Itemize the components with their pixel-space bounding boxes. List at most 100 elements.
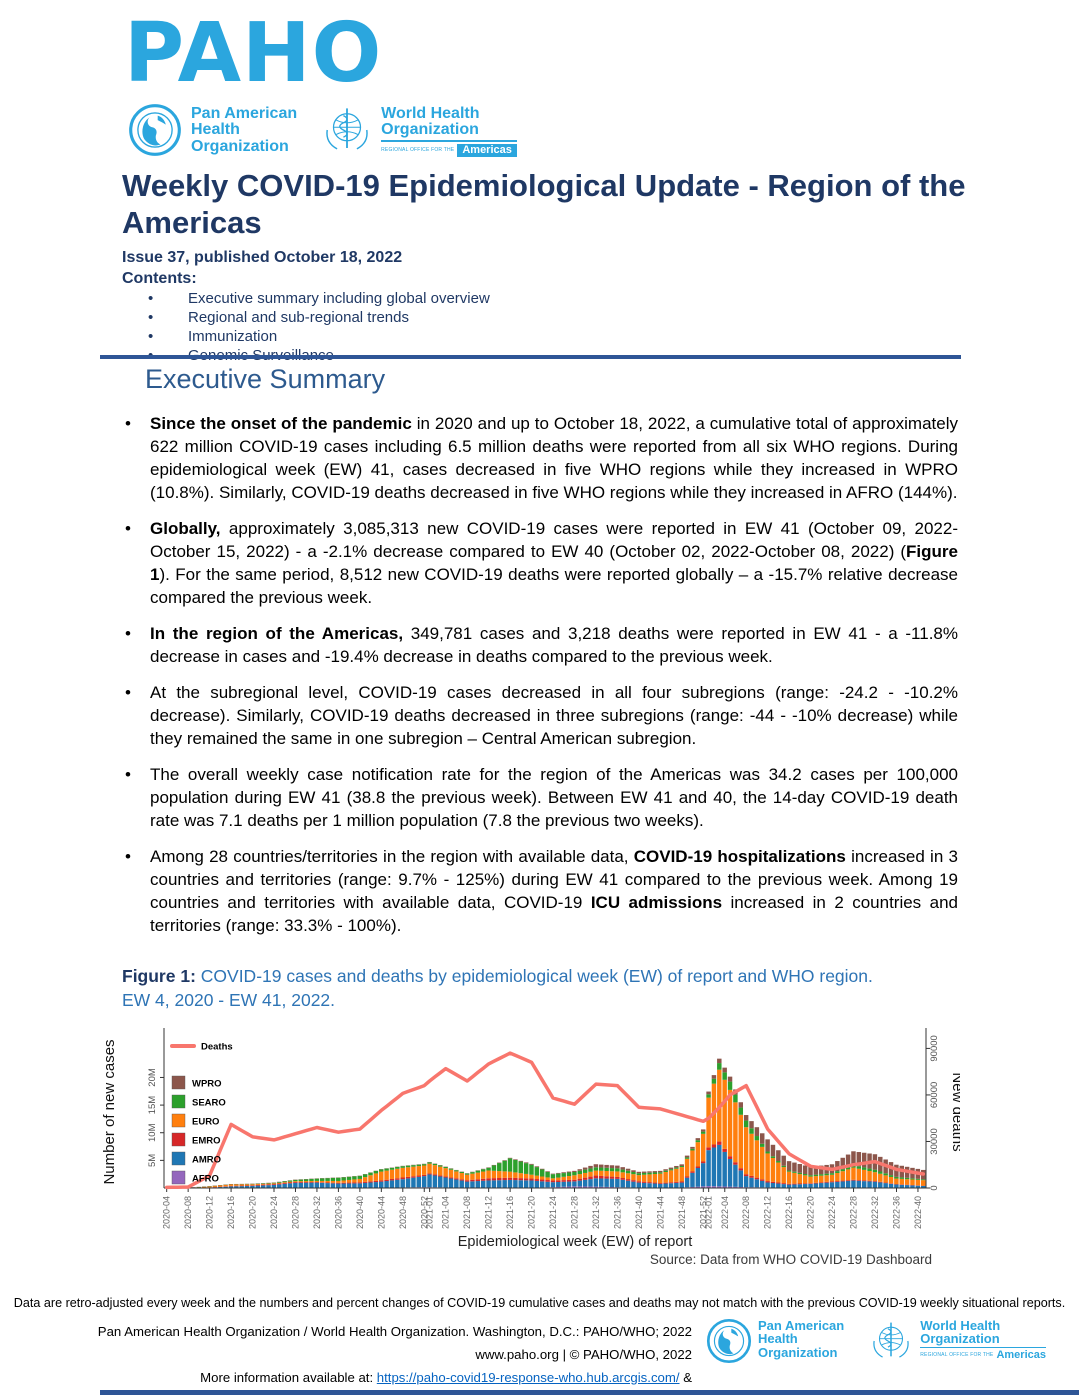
who-region-label: Americas (457, 143, 517, 158)
stacked-bars (164, 1058, 926, 1189)
svg-text:2021-08: 2021-08 (462, 1196, 472, 1229)
svg-text:2021-44: 2021-44 (655, 1196, 665, 1229)
svg-text:2021-32: 2021-32 (591, 1196, 601, 1229)
svg-text:2020-24: 2020-24 (269, 1196, 279, 1229)
svg-text:2022-08: 2022-08 (741, 1196, 751, 1229)
figure-caption-text: COVID-19 cases and deaths by epidemiolog… (122, 966, 873, 1010)
summary-bullet: The overall weekly case notification rat… (122, 763, 958, 832)
figure-caption: Figure 1: COVID-19 cases and deaths by e… (122, 964, 882, 1012)
svg-text:2022-12: 2022-12 (763, 1196, 773, 1229)
svg-text:2020-08: 2020-08 (183, 1196, 193, 1229)
summary-bullet: Since the onset of the pandemic in 2020 … (122, 412, 958, 504)
svg-text:2021-04: 2021-04 (441, 1196, 451, 1229)
svg-text:2022-40: 2022-40 (913, 1196, 923, 1229)
who-org-name: World Health Organization REGIONAL OFFIC… (920, 1318, 1046, 1361)
svg-text:2020-20: 2020-20 (248, 1196, 258, 1229)
arcgis-link[interactable]: https://paho-covid19-response-who.hub.ar… (376, 1370, 680, 1385)
svg-text:Deaths: Deaths (201, 1042, 233, 1053)
chart-source: Source: Data from WHO COVID-19 Dashboard (649, 1252, 932, 1267)
svg-text:2022-32: 2022-32 (870, 1196, 880, 1229)
svg-text:30000: 30000 (929, 1128, 940, 1154)
paho-org-name: Pan American Health Organization (191, 105, 298, 155)
footer-disclaimer: Data are retro-adjusted every week and t… (13, 1296, 1066, 1310)
svg-text:0: 0 (929, 1185, 940, 1190)
svg-text:20M: 20M (147, 1068, 158, 1087)
paho-wordmark: PAHO (124, 6, 383, 101)
svg-text:Number of new cases: Number of new cases (101, 1039, 118, 1184)
footer-more-prefix: More information available at: (200, 1370, 377, 1385)
section-divider (100, 355, 961, 359)
org-logos: Pan American Health Organization World H… (128, 103, 517, 158)
svg-text:2020-12: 2020-12 (205, 1196, 215, 1229)
footer-paho-logo: Pan American Health Organization (706, 1318, 844, 1364)
bottom-bar (100, 1390, 1079, 1395)
svg-text:2021-24: 2021-24 (548, 1196, 558, 1229)
svg-text:AMRO: AMRO (192, 1155, 221, 1166)
svg-text:60000: 60000 (929, 1082, 940, 1108)
executive-summary-heading: Executive Summary (145, 364, 386, 394)
svg-text:90000: 90000 (929, 1035, 940, 1061)
svg-text:WPRO: WPRO (192, 1079, 222, 1090)
svg-text:Epidemiological week (EW) of r: Epidemiological week (EW) of report (458, 1234, 693, 1250)
svg-text:2020-44: 2020-44 (376, 1196, 386, 1229)
svg-text:2022-16: 2022-16 (784, 1196, 794, 1229)
who-office-label: REGIONAL OFFICE FOR THE (920, 1351, 994, 1358)
page-title: Weekly COVID-19 Epidemiological Update -… (122, 168, 966, 240)
contents-item: Executive summary including global overv… (148, 289, 490, 308)
deaths-line (164, 1051, 926, 1190)
contents-item: Regional and sub-regional trends (148, 308, 490, 327)
svg-text:2020-32: 2020-32 (312, 1196, 322, 1229)
svg-text:2020-36: 2020-36 (333, 1196, 343, 1229)
figure-label: Figure 1: (122, 966, 196, 986)
svg-text:2022-20: 2022-20 (806, 1196, 816, 1229)
figure1-svg: 5M 10M 15M 20M 0 30000 60000 90000 2020-04 2020-0… (101, 1028, 966, 1250)
svg-text:2020-16: 2020-16 (226, 1196, 236, 1229)
chart-legend: Deaths WPRO SEARO EURO EMRO AMRO AFRO (170, 1042, 233, 1185)
footer-logos: Pan American Health Organization World H… (706, 1318, 1046, 1364)
contents-list: Executive summary including global overv… (148, 289, 490, 365)
executive-summary-list: Since the onset of the pandemic in 2020 … (122, 412, 958, 950)
svg-text:2021-16: 2021-16 (505, 1196, 515, 1229)
svg-text:2022-36: 2022-36 (891, 1196, 901, 1229)
contents-label: Contents: (122, 270, 197, 287)
svg-text:5M: 5M (147, 1154, 158, 1167)
svg-text:EURO: EURO (192, 1117, 219, 1128)
svg-text:2021-48: 2021-48 (677, 1196, 687, 1229)
svg-text:New deaths: New deaths (949, 1072, 960, 1151)
summary-bullet: Among 28 countries/territories in the re… (122, 845, 958, 937)
who-org-name: World Health Organization REGIONAL OFFIC… (381, 103, 517, 158)
svg-text:2021-40: 2021-40 (634, 1196, 644, 1229)
who-emblem-icon (326, 108, 368, 150)
footer-citation-line2: www.paho.org | © PAHO/WHO, 2022 (475, 1347, 692, 1362)
svg-text:AFRO: AFRO (192, 1174, 219, 1185)
paho-org-name: Pan American Health Organization (758, 1318, 845, 1360)
svg-text:2020-28: 2020-28 (290, 1196, 300, 1229)
figure1-chart: 5M 10M 15M 20M 0 30000 60000 90000 2020-04 2020-0… (98, 1024, 966, 1256)
summary-bullet: Globally, approximately 3,085,313 new CO… (122, 517, 958, 609)
svg-text:2020-04: 2020-04 (162, 1196, 172, 1229)
summary-bullet: At the subregional level, COVID-19 cases… (122, 681, 958, 750)
svg-text:2022-28: 2022-28 (849, 1196, 859, 1229)
svg-text:SEARO: SEARO (192, 1098, 226, 1109)
svg-text:15M: 15M (147, 1096, 158, 1115)
footer-who-logo: World Health Organization REGIONAL OFFIC… (868, 1318, 1046, 1364)
contents-item: Immunization (148, 327, 490, 346)
svg-text:2021-01: 2021-01 (425, 1196, 435, 1229)
who-logo-block: World Health Organization REGIONAL OFFIC… (320, 103, 517, 158)
who-region-label: Americas (996, 1348, 1046, 1361)
footer-citation-line1: Pan American Health Organization / World… (97, 1324, 692, 1339)
summary-bullet: In the region of the Americas, 349,781 c… (122, 622, 958, 668)
svg-text:2021-12: 2021-12 (484, 1196, 494, 1229)
svg-text:2020-48: 2020-48 (398, 1196, 408, 1229)
paho-seal-icon (129, 104, 181, 156)
footer-citation: Pan American Health Organization / World… (40, 1320, 692, 1395)
who-emblem-icon (873, 1322, 909, 1358)
svg-text:2021-52: 2021-52 (698, 1196, 708, 1229)
svg-text:EMRO: EMRO (192, 1136, 221, 1147)
paho-seal-icon (706, 1318, 752, 1364)
svg-text:2021-28: 2021-28 (570, 1196, 580, 1229)
who-office-label: REGIONAL OFFICE FOR THE (381, 147, 455, 154)
svg-text:2022-04: 2022-04 (720, 1196, 730, 1229)
issue-line: Issue 37, published October 18, 2022 (122, 249, 403, 266)
